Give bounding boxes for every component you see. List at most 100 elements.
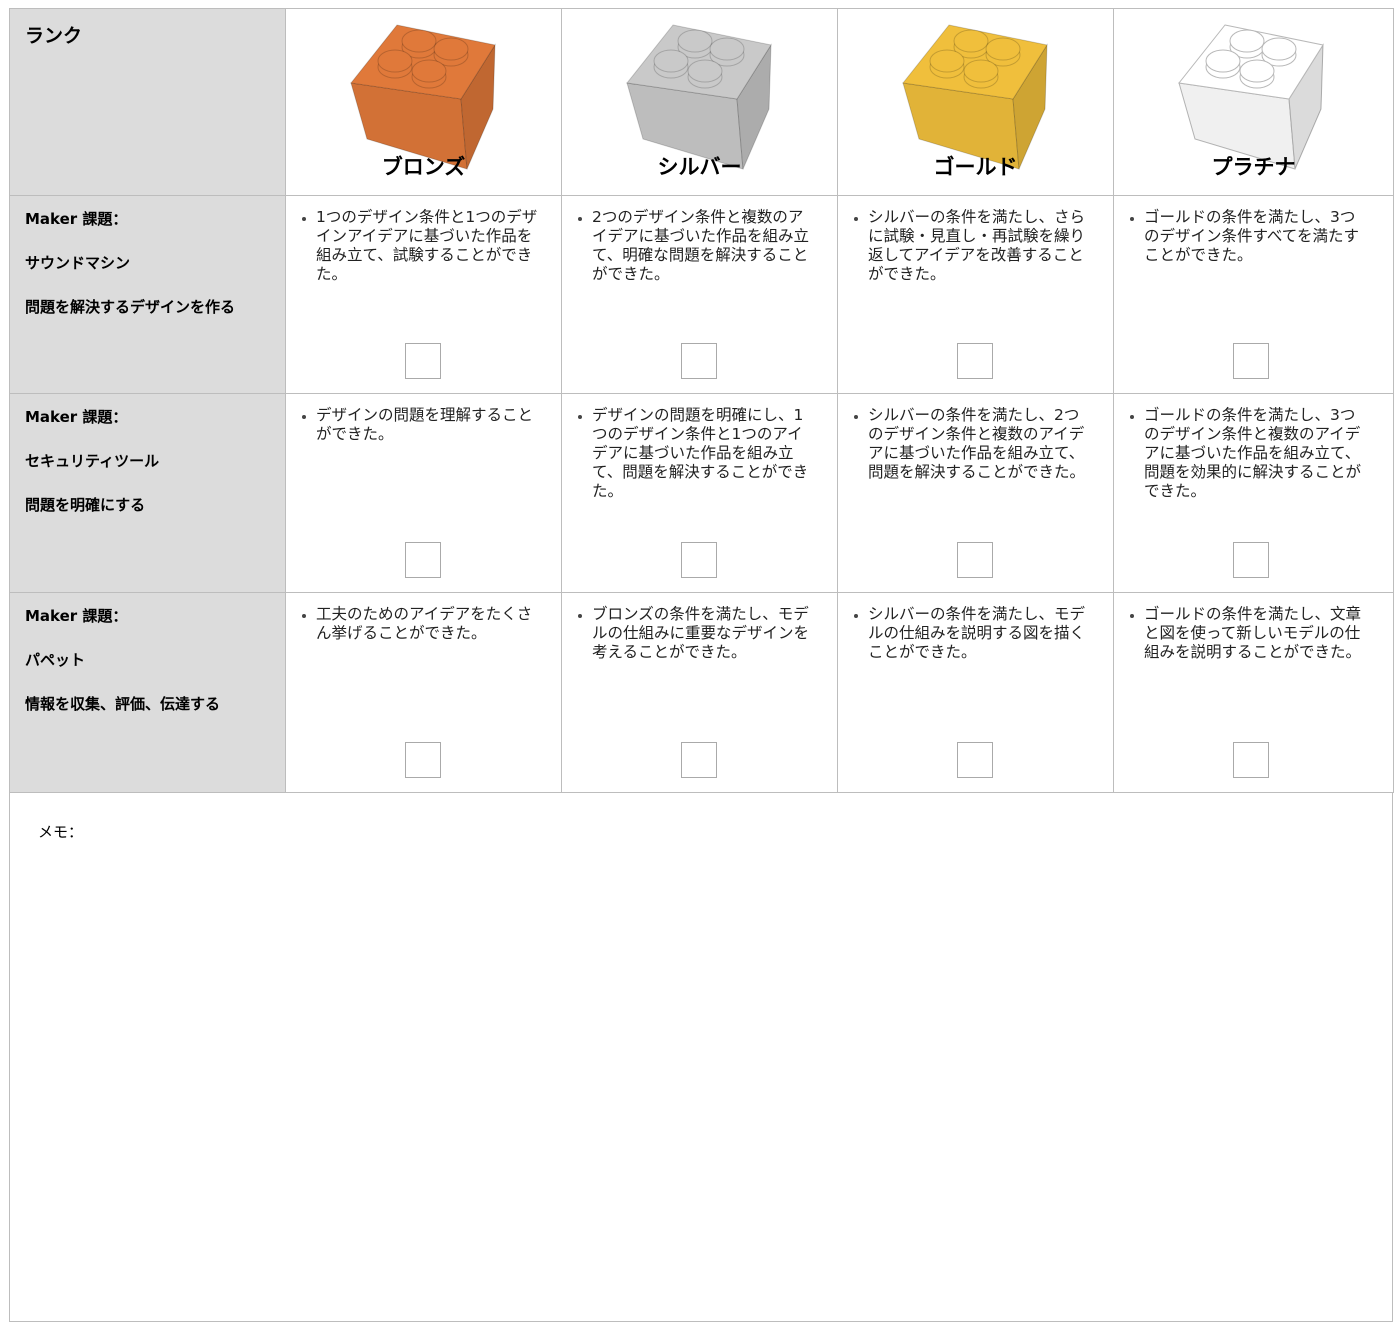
checkbox[interactable] — [957, 343, 993, 379]
brick-stud — [1229, 29, 1265, 53]
memo-area: メモ： — [9, 792, 1393, 1322]
brick-right-shade — [1289, 45, 1323, 169]
brick-stud — [1239, 59, 1275, 83]
bullet — [1130, 217, 1134, 221]
checkbox[interactable] — [405, 542, 441, 578]
brick-left-shade — [903, 83, 1019, 169]
criteria-cell: シルバーの条件を満たし、さらに試験・見直し・再試験を繰り返してアイデアを改善する… — [837, 195, 1114, 394]
criteria-text: デザインの問題を理解することができた。 — [316, 406, 534, 443]
checkbox[interactable] — [1233, 742, 1269, 778]
criteria-cell: 工夫のためのアイデアをたくさん挙げることができた。 — [285, 592, 562, 793]
criteria-cell: ゴールドの条件を満たし、3つのデザイン条件すべてを満たすことができた。 — [1113, 195, 1394, 394]
criteria-text: ゴールドの条件を満たし、3つのデザイン条件すべてを満たすことができた。 — [1144, 208, 1359, 264]
memo-label: メモ： — [38, 823, 84, 841]
brick-stud — [401, 29, 437, 53]
checkbox[interactable] — [681, 542, 717, 578]
brick-right-shade — [1013, 45, 1047, 169]
checkbox[interactable] — [957, 742, 993, 778]
brick-stud — [953, 29, 989, 53]
row-title-cell: Maker 課題： パペット情報を収集、評価、伝達する — [9, 592, 286, 793]
rank-cell: ブロンズ — [285, 8, 562, 196]
bullet — [854, 415, 858, 419]
criteria-cell: ブロンズの条件を満たし、モデルの仕組みに重要なデザインを考えることができた。 — [561, 592, 838, 793]
row-title-line: サウンドマシン — [25, 254, 131, 272]
row-title-line: 問題を明確にする — [25, 496, 146, 514]
criteria-text: 1つのデザイン条件と1つのデザインアイデアに基づいた作品を組み立て、試験すること… — [316, 208, 538, 283]
row-title-line: 問題を解決するデザインを作る — [25, 298, 236, 316]
brick-left-shade — [627, 83, 743, 169]
rank-name: ブロンズ — [381, 155, 466, 179]
brick-left-shade — [1179, 83, 1295, 169]
brick-icon — [902, 24, 1048, 170]
brick-icon — [626, 24, 772, 170]
row-title-cell: Maker 課題： セキュリティツール 問題を明確にする — [9, 393, 286, 593]
bullet — [302, 415, 306, 419]
header-cell: ランク — [9, 8, 286, 196]
row-title-line: セキュリティツール — [25, 452, 160, 470]
checkbox[interactable] — [681, 343, 717, 379]
brick-icon — [1178, 24, 1324, 170]
brick-stud — [963, 59, 999, 83]
rank-cell: シルバー — [561, 8, 838, 196]
bullet — [1130, 614, 1134, 618]
rank-name: プラチナ — [1211, 155, 1296, 179]
checkbox[interactable] — [681, 742, 717, 778]
brick-stud — [377, 49, 413, 73]
criteria-text: 2つのデザイン条件と複数のアイデアに基づいた作品を組み立て、明確な問題を解決する… — [592, 208, 810, 283]
brick-stud — [677, 29, 713, 53]
bullet — [302, 217, 306, 221]
brick-stud — [929, 49, 965, 73]
brick-stud — [433, 37, 469, 61]
rank-cell: ゴールド — [837, 8, 1114, 196]
criteria-cell: 2つのデザイン条件と複数のアイデアに基づいた作品を組み立て、明確な問題を解決する… — [561, 195, 838, 394]
checkbox[interactable] — [1233, 542, 1269, 578]
criteria-text: 工夫のためのアイデアをたくさん挙げることができた。 — [316, 605, 533, 642]
brick-left-shade — [351, 83, 467, 169]
row-title-line: パペット — [25, 651, 86, 669]
brick-stud — [653, 49, 689, 73]
brick-right-shade — [461, 45, 495, 169]
checkbox[interactable] — [405, 742, 441, 778]
criteria-text: シルバーの条件を満たし、モデルの仕組みを説明する図を描くことができた。 — [868, 605, 1086, 661]
row-title-line: 情報を収集、評価、伝達する — [25, 695, 221, 713]
criteria-cell: シルバーの条件を満たし、2つのデザイン条件と複数のアイデアに基づいた作品を組み立… — [837, 393, 1114, 593]
bullet — [854, 217, 858, 221]
rank-name: ゴールド — [933, 155, 1018, 179]
brick-stud — [687, 59, 723, 83]
row-title-cell: Maker 課題： サウンドマシン問題を解決するデザインを作る — [9, 195, 286, 394]
criteria-text: デザインの問題を明確にし、1つのデザイン条件と1つのアイデアに基づいた作品を組み… — [592, 406, 809, 500]
brick-stud — [1261, 37, 1297, 61]
bullet — [1130, 415, 1134, 419]
rank-label: ランク — [25, 25, 83, 47]
brick-right — [736, 43, 772, 170]
criteria-cell: 1つのデザイン条件と1つのデザインアイデアに基づいた作品を組み立て、試験すること… — [285, 195, 562, 394]
row-title-line: Maker 課題： — [25, 408, 128, 426]
brick-icon — [350, 24, 496, 170]
criteria-cell: ゴールドの条件を満たし、3つのデザイン条件と複数のアイデアに基づいた作品を組み立… — [1113, 393, 1394, 593]
rank-cell: プラチナ — [1113, 8, 1394, 196]
brick-stud — [411, 59, 447, 83]
bullet — [578, 415, 582, 419]
row-title-line: Maker 課題： — [25, 607, 128, 625]
rank-name: シルバー — [657, 155, 742, 179]
criteria-cell: デザインの問題を理解することができた。 — [285, 393, 562, 593]
checkbox[interactable] — [405, 343, 441, 379]
bullet — [302, 614, 306, 618]
bullet — [578, 614, 582, 618]
criteria-cell: シルバーの条件を満たし、モデルの仕組みを説明する図を描くことができた。 — [837, 592, 1114, 793]
criteria-text: ブロンズの条件を満たし、モデルの仕組みに重要なデザインを考えることができた。 — [592, 605, 810, 661]
brick-stud — [985, 37, 1021, 61]
brick-stud — [709, 37, 745, 61]
checkbox[interactable] — [957, 542, 993, 578]
brick-right — [1012, 43, 1048, 170]
criteria-text: ゴールドの条件を満たし、3つのデザイン条件と複数のアイデアに基づいた作品を組み立… — [1144, 406, 1362, 500]
checkbox[interactable] — [1233, 343, 1269, 379]
criteria-text: ゴールドの条件を満たし、文章と図を使って新しいモデルの仕組みを説明することができ… — [1144, 605, 1362, 661]
criteria-cell: ゴールドの条件を満たし、文章と図を使って新しいモデルの仕組みを説明することができ… — [1113, 592, 1394, 793]
brick-stud — [1205, 49, 1241, 73]
criteria-cell: デザインの問題を明確にし、1つのデザイン条件と1つのアイデアに基づいた作品を組み… — [561, 393, 838, 593]
criteria-text: シルバーの条件を満たし、2つのデザイン条件と複数のアイデアに基づいた作品を組み立… — [868, 406, 1086, 481]
criteria-text: シルバーの条件を満たし、さらに試験・見直し・再試験を繰り返してアイデアを改善する… — [868, 208, 1086, 283]
row-title-line: Maker 課題： — [25, 210, 128, 228]
